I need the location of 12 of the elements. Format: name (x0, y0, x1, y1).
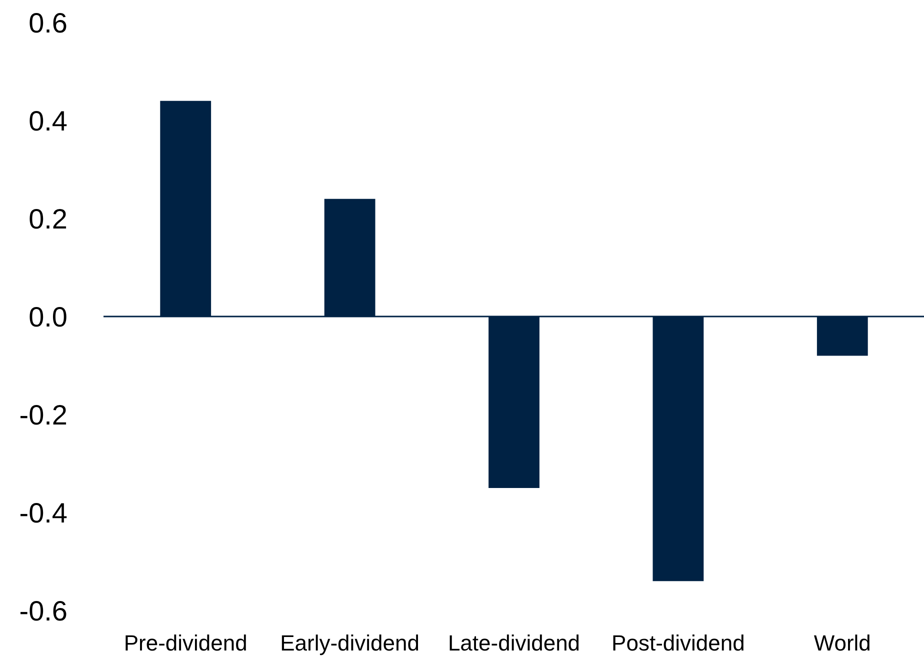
x-tick-label: Late-dividend (448, 630, 580, 656)
y-tick-label: -0.6 (19, 596, 68, 626)
y-tick-label: 0.6 (28, 8, 68, 38)
y-tick-label: -0.4 (19, 498, 68, 528)
y-tick-label: 0.2 (28, 204, 68, 234)
x-tick-label: Early-dividend (280, 630, 420, 656)
x-tick-label: World (814, 630, 871, 656)
y-tick-label: 0.0 (28, 302, 68, 332)
y-tick-label: 0.4 (28, 106, 68, 136)
y-tick-label: -0.2 (19, 400, 68, 430)
x-tick-label: Pre-dividend (124, 630, 248, 656)
x-tick-label: Post-dividend (612, 630, 745, 656)
